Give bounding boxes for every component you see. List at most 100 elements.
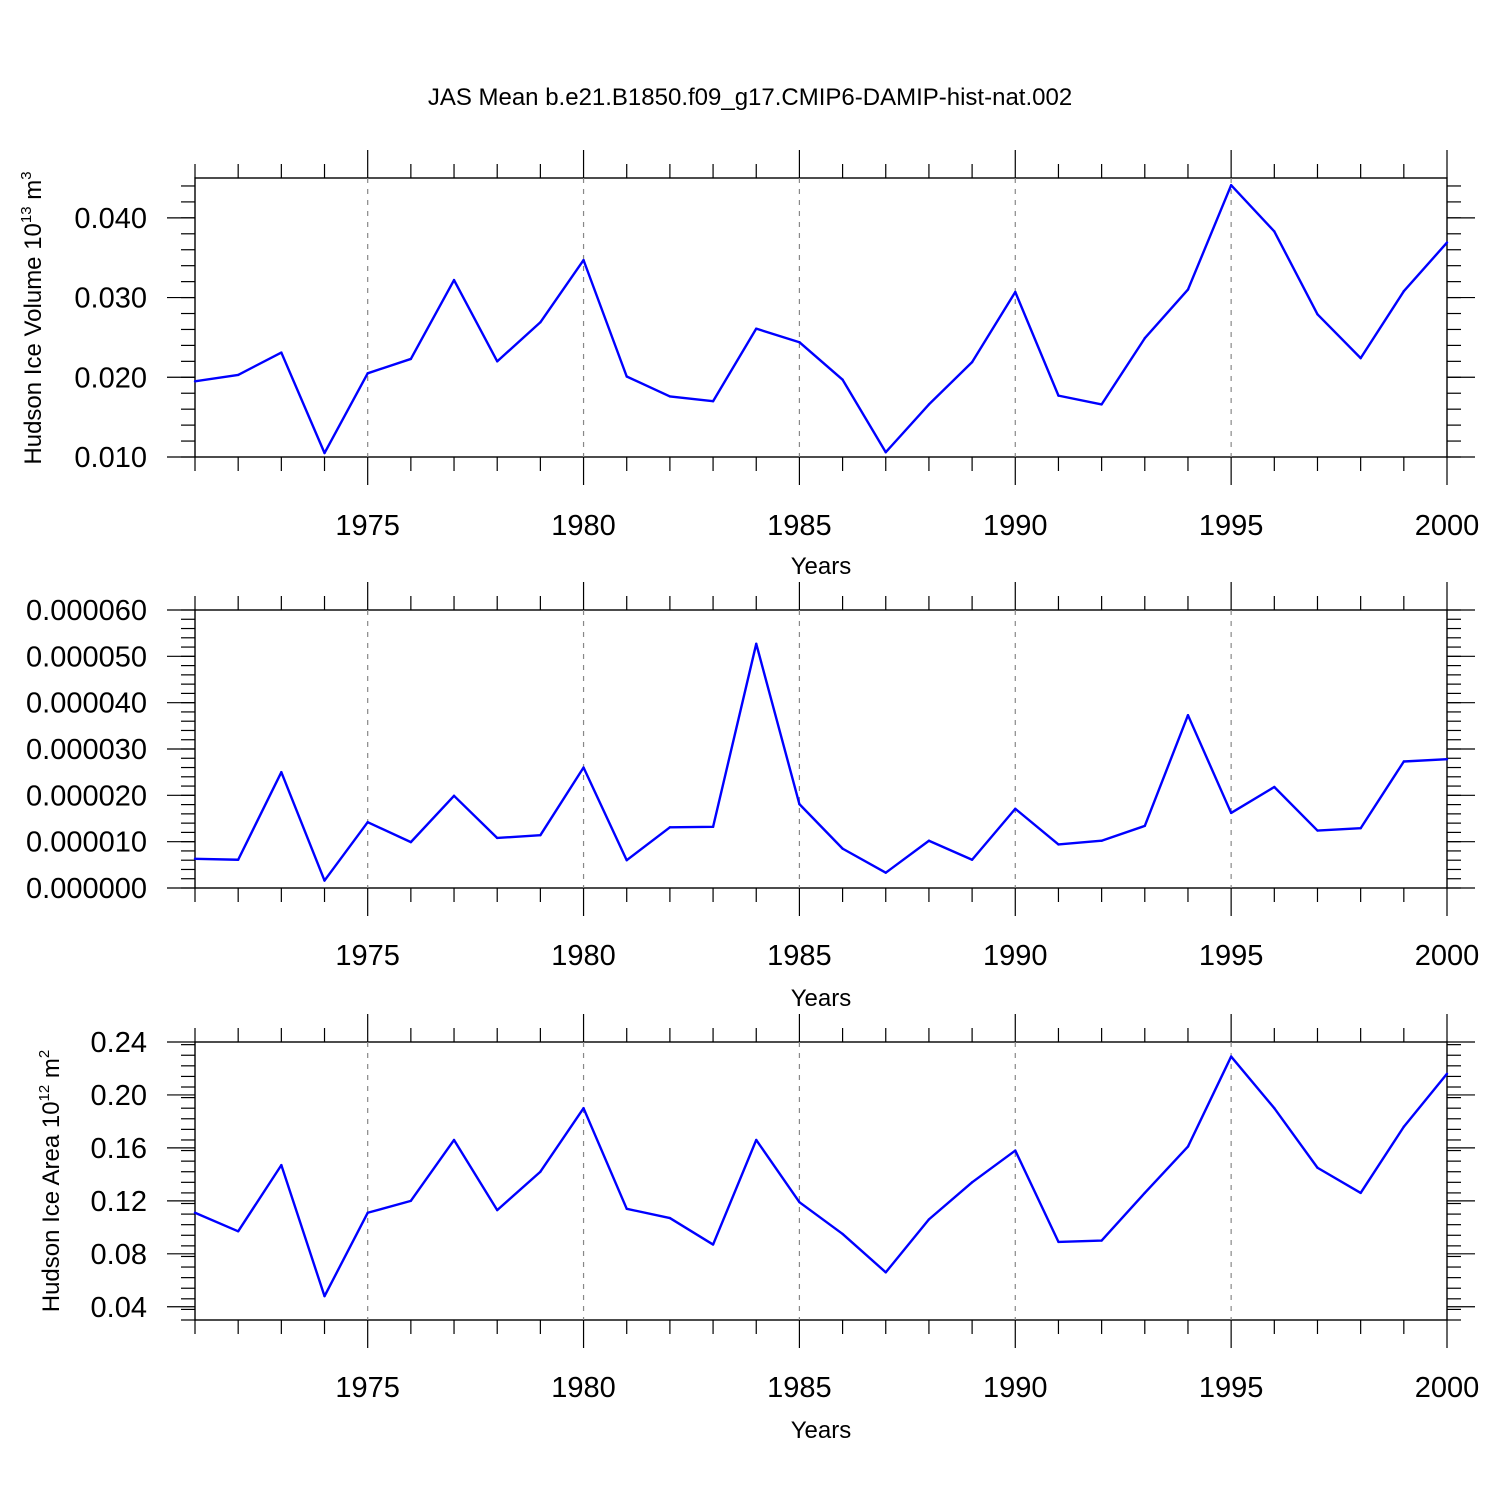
data-point [1316,1166,1319,1169]
y-tick-label: 0.000060 [26,595,147,627]
panel-volume: 0.010 0.020 0.030 0.040 1975 1980 1985 1990 1995… [18,150,1479,580]
data-point [409,1199,413,1203]
series-line-area [194,1055,1448,1298]
data-point [841,847,844,850]
data-point [323,451,326,455]
data-point [884,1271,887,1274]
data-point [970,858,974,861]
data-point [323,1294,326,1298]
data-point [1143,824,1146,828]
data-point [668,1216,672,1220]
y-tick-label: 0.000010 [26,827,147,859]
x-tick-label: 1975 [335,510,400,542]
x-tick-label: 1975 [335,1372,400,1404]
x-tick-label: 1990 [983,510,1048,542]
figure-title: JAS Mean b.e21.B1850.f09_g17.CMIP6-DAMIP… [428,84,1072,111]
series-line-volume [194,183,1448,455]
data-point [1143,1191,1146,1195]
data-point [1445,757,1449,761]
data-point [970,1181,974,1184]
data-point [1445,241,1449,244]
panel-middle: 0.000000 0.000010 0.000020 0.000030 0.000040… [26,582,1479,1012]
y-tick-label: 0.020 [74,362,147,394]
y-tick-label: 0.000030 [26,734,147,766]
data-point [1402,760,1406,763]
y-tick-label: 0.030 [74,283,147,315]
x-tick-label: 1985 [767,1372,832,1404]
y-tick-label: 0.24 [91,1027,147,1059]
y-axis-title: Hudson Ice Area 1012 m2 [36,1050,65,1313]
data-point [193,857,197,861]
x-tick-label: 1990 [983,1372,1048,1404]
x-tick-label: 1980 [551,510,616,542]
data-point [884,451,887,454]
plot-frame [194,1041,1448,1321]
data-point [1057,394,1060,397]
data-point [1186,713,1190,717]
data-point [1229,183,1233,187]
data-point [1143,337,1146,340]
data-point [496,360,499,363]
x-tick-label: 1985 [767,510,832,542]
data-point [1316,313,1319,316]
y-tick-label: 0.12 [91,1186,147,1218]
data-point [1273,785,1276,789]
data-point [798,802,801,806]
data-point [280,351,283,354]
data-point [841,378,844,381]
data-point [755,1138,758,1142]
x-axis-title: Years [791,553,852,580]
y-tick-label: 0.000000 [26,873,147,905]
data-point [539,321,542,324]
data-point [1229,1055,1233,1058]
data-point [1402,289,1406,293]
data-point [668,395,672,398]
data-point [1186,288,1190,291]
data-point [582,1106,585,1110]
data-point [711,400,715,403]
panel-area: 0.04 0.08 0.12 0.16 0.20 0.24 1975 1980 1985 1990… [36,1014,1479,1444]
y-tick-label: 0.04 [91,1292,147,1324]
data-point [1100,1239,1103,1242]
data-point [280,770,283,774]
data-point [970,360,974,364]
data-point [280,1163,283,1167]
data-point [1100,839,1103,842]
data-point [1014,1149,1017,1152]
data-point [798,341,801,344]
x-tick-label: 1995 [1199,940,1264,972]
data-point [496,836,499,840]
x-tick-label: 1995 [1199,1372,1264,1404]
data-point [625,375,628,378]
x-tick-label: 2000 [1415,940,1480,972]
y-tick-label: 0.16 [91,1133,147,1165]
x-tick-label: 1980 [551,1372,616,1404]
data-point [1359,827,1362,830]
y-tick-label: 0.010 [74,442,147,474]
data-point [236,373,240,377]
data-point [452,1138,456,1142]
data-point [1014,807,1017,810]
data-point [755,642,758,646]
x-axis-title: Years [791,1417,852,1444]
data-point [884,871,887,874]
data-point [366,372,369,375]
data-point [539,1170,542,1173]
data-point [236,858,240,861]
data-point [1359,1191,1362,1195]
y-tick-label: 0.000020 [26,780,147,812]
data-point [927,839,931,842]
x-tick-label: 1985 [767,940,832,972]
data-point [323,879,326,882]
series-line-middle [194,642,1448,882]
data-point [452,278,456,282]
y-tick-label: 0.000050 [26,641,147,673]
data-point [668,826,672,829]
data-point [366,1211,369,1214]
data-point [1273,1106,1276,1110]
data-point [841,1232,844,1236]
data-point [625,1207,628,1211]
data-point [1186,1145,1190,1148]
data-point [1402,1125,1406,1128]
data-point [366,821,369,824]
